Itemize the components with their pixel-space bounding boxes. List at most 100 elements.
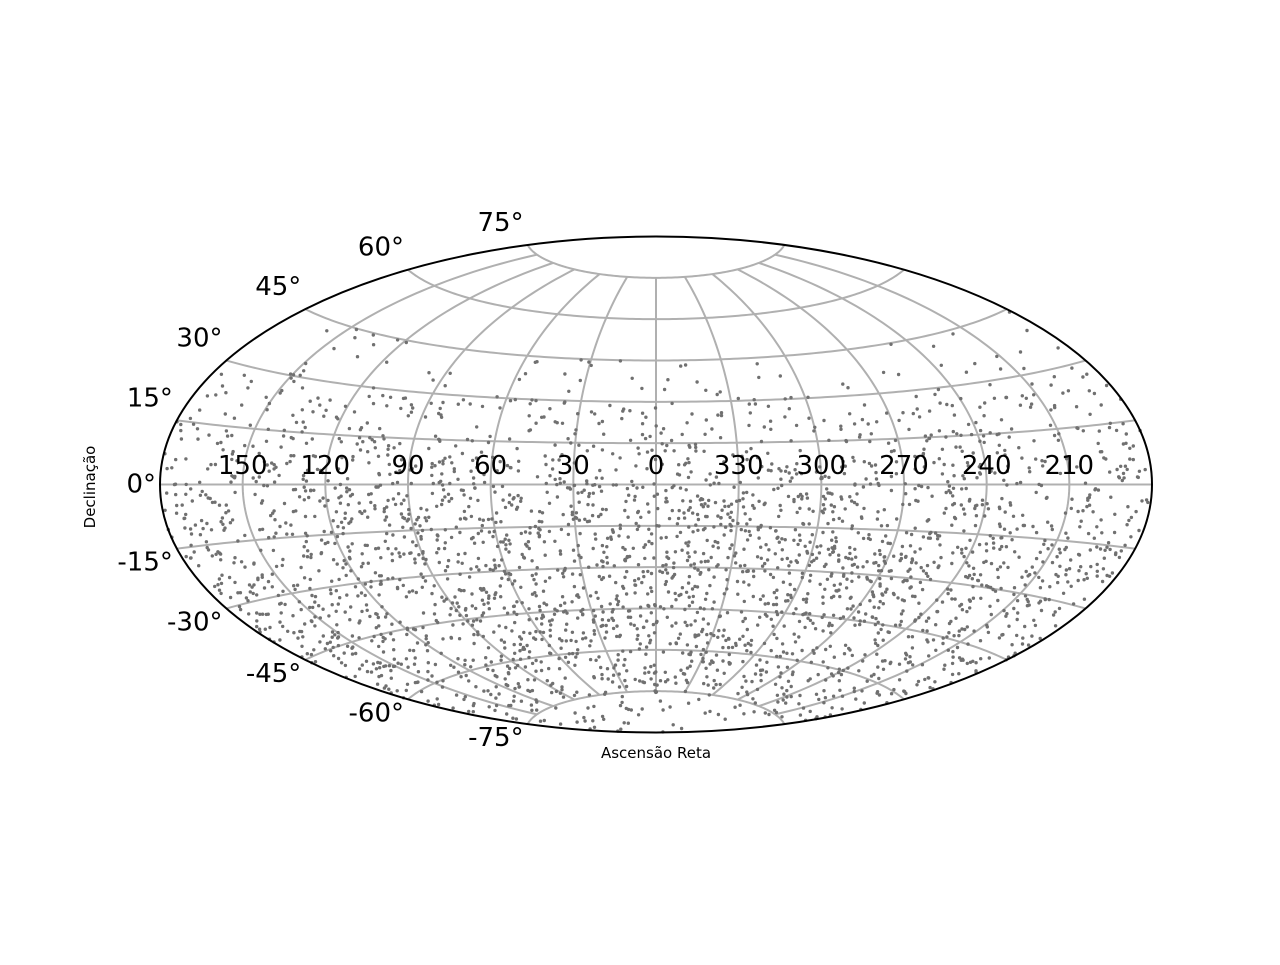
star-point xyxy=(565,622,569,626)
star-point xyxy=(534,594,538,598)
star-point xyxy=(318,616,322,620)
star-point xyxy=(955,645,960,650)
star-point xyxy=(951,655,955,659)
star-point xyxy=(304,441,309,445)
star-point xyxy=(541,630,546,635)
star-point xyxy=(1086,531,1091,536)
star-point xyxy=(309,489,313,493)
star-point xyxy=(165,466,169,471)
star-point xyxy=(266,427,270,431)
star-point xyxy=(806,592,810,596)
star-point xyxy=(643,556,647,561)
star-point xyxy=(873,463,878,467)
star-point xyxy=(344,573,348,578)
star-point xyxy=(530,573,534,578)
star-point xyxy=(558,481,562,485)
star-point xyxy=(396,661,400,665)
star-point xyxy=(693,619,697,623)
star-point xyxy=(869,432,873,436)
star-point xyxy=(965,625,969,629)
star-point xyxy=(499,540,503,544)
star-point xyxy=(763,711,767,715)
star-point xyxy=(628,649,633,654)
star-point xyxy=(369,585,373,589)
star-point xyxy=(1039,608,1044,613)
star-point xyxy=(837,588,841,592)
star-point xyxy=(507,493,512,497)
star-point xyxy=(246,599,250,603)
star-point xyxy=(255,611,259,615)
star-point xyxy=(1053,610,1057,614)
star-point xyxy=(500,484,505,489)
star-point xyxy=(658,569,662,573)
star-point xyxy=(897,678,902,682)
star-point xyxy=(574,516,579,520)
star-point xyxy=(861,485,866,489)
star-point xyxy=(1028,572,1032,577)
star-point xyxy=(545,679,549,683)
star-point xyxy=(1119,549,1124,553)
star-point xyxy=(755,687,760,692)
star-point xyxy=(851,604,855,608)
star-point xyxy=(338,482,343,487)
star-point xyxy=(864,612,868,616)
star-point xyxy=(790,476,794,480)
star-point xyxy=(339,440,343,444)
star-point xyxy=(396,492,401,496)
star-point xyxy=(499,638,504,642)
star-point xyxy=(373,571,378,575)
star-point xyxy=(862,506,866,511)
star-point xyxy=(534,421,538,425)
star-point xyxy=(814,692,819,696)
star-point xyxy=(695,512,700,517)
star-point xyxy=(583,517,587,521)
star-point xyxy=(486,517,491,522)
star-point xyxy=(704,650,708,654)
star-point xyxy=(555,482,559,487)
star-point xyxy=(415,641,420,645)
star-point xyxy=(424,519,429,523)
star-point xyxy=(270,585,274,589)
star-point xyxy=(519,699,524,703)
star-point xyxy=(574,511,579,515)
star-point xyxy=(778,675,782,679)
star-point xyxy=(789,694,793,699)
star-point xyxy=(674,681,678,685)
star-point xyxy=(307,495,311,500)
star-point xyxy=(398,554,402,559)
star-point xyxy=(322,414,326,418)
star-point xyxy=(399,406,403,411)
star-point xyxy=(636,633,640,638)
star-point xyxy=(659,431,663,435)
star-point xyxy=(426,641,430,645)
star-point xyxy=(789,395,793,400)
star-point xyxy=(982,414,986,418)
star-point xyxy=(566,437,570,441)
star-point xyxy=(251,476,255,480)
star-point xyxy=(787,471,791,475)
star-point xyxy=(578,378,582,383)
star-point xyxy=(338,596,342,600)
star-point xyxy=(184,512,188,517)
star-point xyxy=(500,558,504,562)
star-point xyxy=(279,611,283,615)
star-point xyxy=(1131,457,1136,462)
star-point xyxy=(690,600,695,604)
star-point xyxy=(518,649,522,653)
star-point xyxy=(676,516,681,521)
star-point xyxy=(479,529,484,533)
star-point xyxy=(491,534,495,539)
star-point xyxy=(949,588,953,592)
star-point xyxy=(928,685,932,690)
star-point xyxy=(646,569,650,574)
star-point xyxy=(857,575,861,579)
star-point xyxy=(868,482,873,486)
star-point xyxy=(476,633,480,637)
star-point xyxy=(1081,375,1085,379)
star-point xyxy=(560,421,565,425)
star-point xyxy=(679,592,683,597)
star-point xyxy=(752,506,756,510)
star-point xyxy=(391,481,395,486)
star-point xyxy=(755,555,760,559)
star-point xyxy=(1117,475,1121,479)
